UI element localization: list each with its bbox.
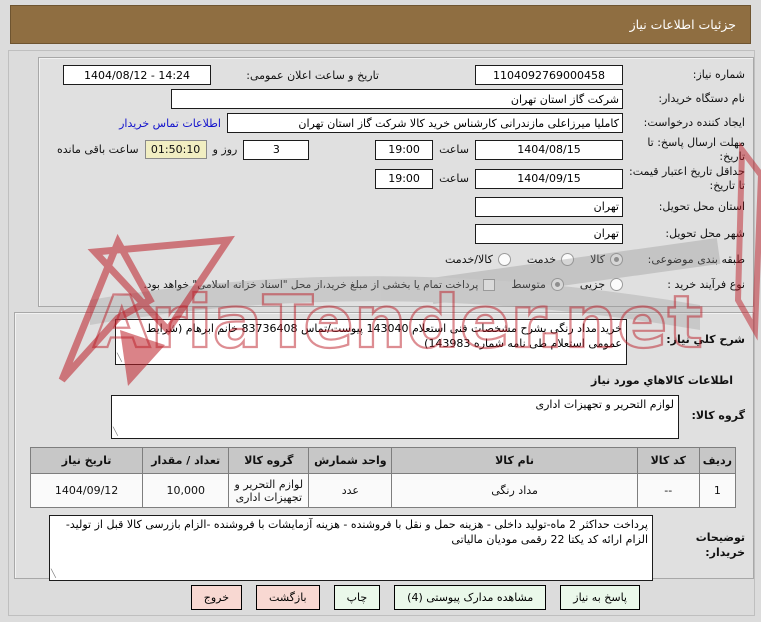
need-description-label: شرح کلي نیاز:	[666, 333, 745, 346]
col-goods-code: کد کالا	[636, 447, 700, 474]
reply-deadline-label: مهلت ارسال پاسخ: تا تاریخ:	[647, 136, 745, 163]
radio-service-label: خدمت	[526, 253, 557, 266]
announce-datetime-label: تاریخ و ساعت اعلان عمومی:	[246, 68, 379, 82]
buyer-contact-link[interactable]: اطلاعات تماس خریدار	[119, 116, 221, 130]
cell-row-index: 1	[698, 473, 737, 508]
row-buyer-org: نام دستگاه خریدار:	[45, 87, 745, 111]
row-delivery-city: شهر محل تحویل:	[45, 220, 745, 247]
price-validity-hour-label: ساعت	[439, 172, 469, 185]
treasury-checkbox[interactable]	[483, 278, 496, 291]
radio-goods-service[interactable]	[497, 253, 511, 266]
goods-section-header: اطلاعات کالاهاي مورد نیاز	[591, 374, 733, 387]
respond-to-need-button[interactable]: پاسخ به نیاز	[560, 585, 640, 610]
view-attachments-button[interactable]: مشاهده مدارک پیوستی (4)	[394, 585, 547, 610]
radio-medium[interactable]	[550, 278, 564, 291]
buyer-org-input[interactable]	[171, 89, 623, 109]
page-title: جزئیات اطلاعات نیاز	[10, 5, 751, 44]
goods-info-panel: شرح کلي نیاز: خرید مداد رنگی بشرح مشخصات…	[14, 312, 754, 581]
exit-button[interactable]: خروج	[190, 585, 243, 610]
buyer-notes-label: توضیحات خریدار:	[695, 531, 745, 559]
radio-medium-label: متوسط	[511, 278, 546, 291]
remaining-time-badge: 01:50:10	[144, 140, 207, 159]
buyer-org-label: نام دستگاه خریدار:	[658, 92, 745, 106]
col-quantity: تعداد / مقدار	[142, 447, 230, 474]
col-need-date: تاریخ نیاز	[29, 447, 144, 474]
row-need-number: شماره نیاز: تاریخ و ساعت اعلان عمومی:	[45, 63, 745, 87]
delivery-city-label: شهر محل تحویل:	[665, 226, 745, 240]
radio-service[interactable]	[561, 253, 575, 266]
col-goods-group: گروه کالا	[228, 447, 310, 474]
remaining-time-label: ساعت باقی مانده	[57, 143, 139, 156]
resize-grip-icon[interactable]: ╲	[113, 427, 118, 437]
cell-quantity: 10,000	[142, 473, 230, 508]
radio-goods-label: کالا	[590, 253, 605, 266]
resize-grip-icon[interactable]: ╲	[51, 569, 56, 579]
price-validity-date-input[interactable]	[475, 168, 623, 189]
need-info-panel: شماره نیاز: تاریخ و ساعت اعلان عمومی: نا…	[38, 57, 754, 307]
remaining-days-input[interactable]	[243, 139, 310, 160]
goods-group-text: لوازم التحریر و تجهیزات اداری	[535, 398, 674, 411]
radio-minor-label: جزیی	[579, 278, 605, 291]
radio-goods[interactable]	[610, 253, 623, 266]
cell-goods-name: مداد رنگی	[391, 473, 638, 508]
subject-class-label: طبقه بندی موضوعی:	[647, 252, 745, 266]
buyer-notes-text: پرداخت حداکثر 2 ماه-تولید داخلی - هزینه …	[65, 518, 648, 546]
goods-table-row: 1 -- مداد رنگی عدد لوازم التحریر و تجهیز…	[29, 473, 737, 508]
row-need-description: شرح کلي نیاز: خرید مداد رنگی بشرح مشخصات…	[21, 319, 745, 365]
delivery-province-label: استان محل تحویل:	[658, 199, 745, 213]
request-creator-label: ایجاد کننده درخواست:	[643, 116, 745, 130]
radio-minor[interactable]	[610, 278, 623, 291]
delivery-city-input[interactable]	[475, 223, 623, 244]
resize-grip-icon[interactable]: ╲	[117, 353, 122, 363]
cell-need-date: 1404/09/12	[29, 473, 144, 508]
row-subject-class: طبقه بندی موضوعی: کالا خدمت کالا/خدمت	[45, 247, 745, 272]
goods-table: ردیف کد کالا نام کالا واحد شمارش گروه کا…	[29, 447, 737, 508]
radio-goods-service-label: کالا/خدمت	[445, 253, 493, 266]
col-count-unit: واحد شمارش	[308, 447, 393, 474]
reply-deadline-date-input[interactable]	[475, 139, 623, 160]
row-request-creator: ایجاد کننده درخواست: اطلاعات تماس خریدار	[45, 111, 745, 135]
price-validity-label: حداقل تاریخ اعتبار قیمت: تا تاریخ:	[629, 165, 745, 192]
process-type-label: نوع فرآیند خرید :	[667, 277, 745, 291]
need-number-label: شماره نیاز:	[692, 68, 745, 82]
treasury-checkbox-label: پرداخت تمام یا بخشی از مبلغ خرید،از محل …	[143, 278, 479, 291]
row-delivery-province: استان محل تحویل:	[45, 193, 745, 220]
row-process-type: نوع فرآیند خرید : جزیی متوسط پرداخت تمام…	[45, 272, 745, 297]
need-description-text: خرید مداد رنگی بشرح مشخصات فنی استعلام 1…	[146, 322, 622, 350]
back-button[interactable]: بازگشت	[256, 585, 320, 610]
announce-datetime-input[interactable]	[63, 65, 211, 85]
cell-goods-code: --	[636, 473, 700, 508]
goods-group-label: گروه کالا:	[691, 409, 745, 422]
buyer-notes-textarea[interactable]: پرداخت حداکثر 2 ماه-تولید داخلی - هزینه …	[49, 515, 653, 581]
goods-group-textarea[interactable]: لوازم التحریر و تجهیزات اداری ╲	[111, 395, 679, 439]
col-row-index: ردیف	[698, 447, 737, 474]
row-price-validity: حداقل تاریخ اعتبار قیمت: تا تاریخ: ساعت	[45, 164, 745, 193]
cell-goods-group: لوازم التحریر و تجهیزات اداری	[228, 473, 310, 508]
price-validity-time-input[interactable]	[375, 168, 434, 189]
remaining-days-label: روز و	[212, 143, 238, 156]
row-goods-group: گروه کالا: لوازم التحریر و تجهیزات اداری…	[21, 395, 745, 439]
need-number-input[interactable]	[475, 65, 623, 85]
goods-table-header-row: ردیف کد کالا نام کالا واحد شمارش گروه کا…	[29, 447, 737, 474]
request-creator-input[interactable]	[227, 113, 623, 133]
row-buyer-notes: توضیحات خریدار: پرداخت حداکثر 2 ماه-تولی…	[21, 515, 745, 581]
reply-deadline-hour-label: ساعت	[439, 143, 469, 156]
delivery-province-input[interactable]	[475, 196, 623, 217]
reply-deadline-time-input[interactable]	[375, 139, 434, 160]
action-buttons: پاسخ به نیاز مشاهده مدارک پیوستی (4) چاپ…	[0, 585, 640, 610]
row-reply-deadline: مهلت ارسال پاسخ: تا تاریخ: ساعت روز و 01…	[45, 135, 745, 164]
cell-count-unit: عدد	[308, 473, 393, 508]
goods-table-wrap: ردیف کد کالا نام کالا واحد شمارش گروه کا…	[21, 447, 737, 508]
print-button[interactable]: چاپ	[333, 585, 381, 610]
col-goods-name: نام کالا	[391, 447, 638, 474]
need-description-textarea[interactable]: خرید مداد رنگی بشرح مشخصات فنی استعلام 1…	[115, 319, 627, 365]
